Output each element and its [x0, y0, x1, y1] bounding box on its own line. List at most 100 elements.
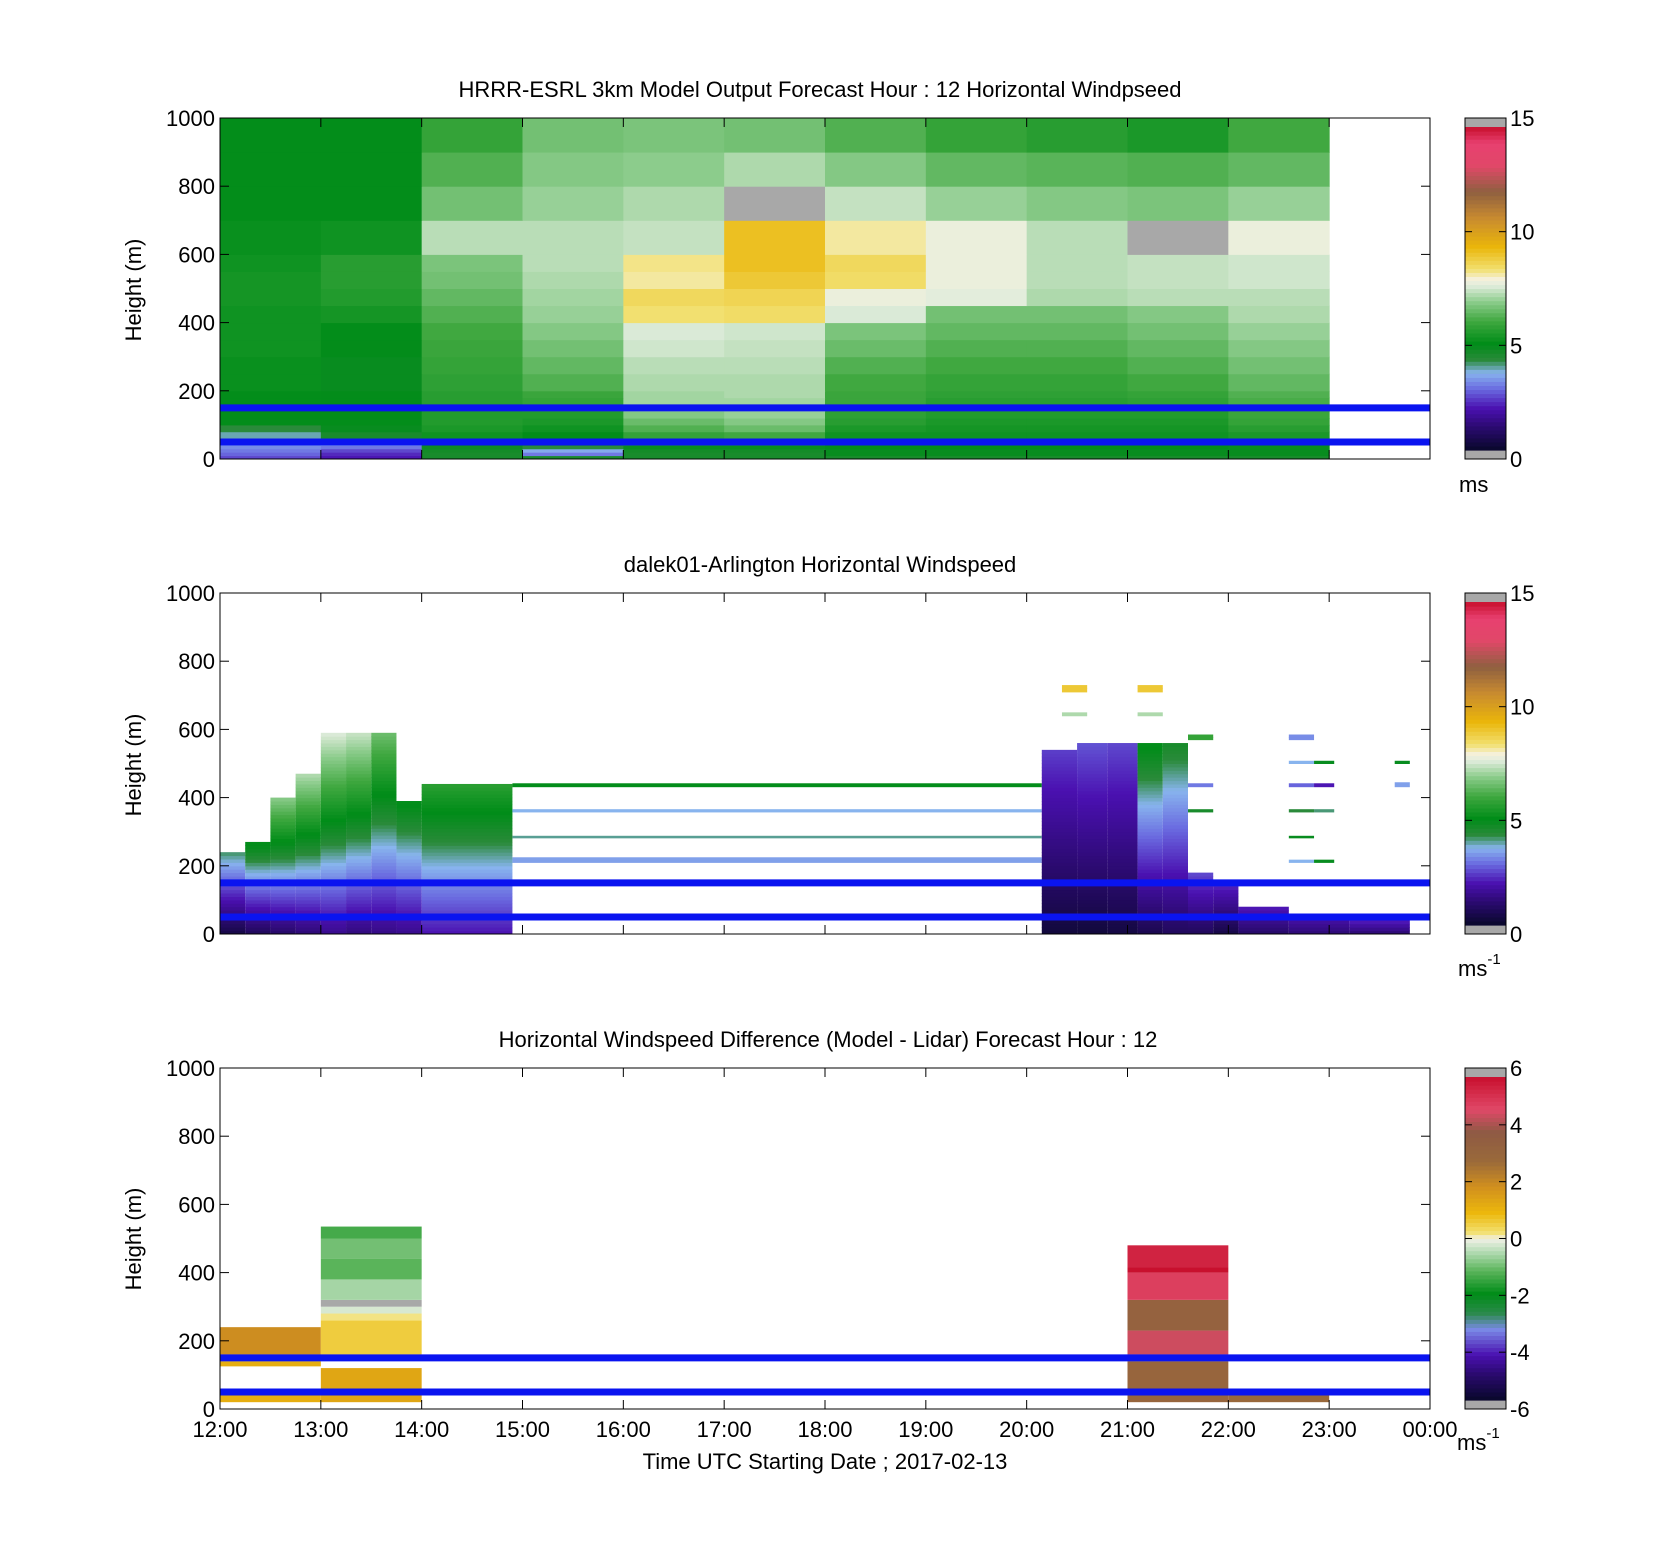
observation-cell — [1288, 923, 1350, 928]
colorbar-segment — [1465, 219, 1506, 225]
heatmap-cell — [825, 411, 927, 419]
observation-cell — [421, 831, 513, 836]
heatmap-cell — [825, 356, 927, 375]
observation-cell — [346, 903, 372, 908]
observation-cell — [295, 807, 321, 812]
observation-cell — [1077, 858, 1108, 863]
heatmap-cell — [925, 397, 1028, 405]
difference-cell — [320, 1299, 422, 1307]
colorbar-segment — [1465, 1355, 1506, 1361]
colorbar-segment — [1465, 187, 1506, 193]
observation-cell — [396, 899, 422, 904]
heatmap-cell — [724, 322, 826, 341]
observation-cell — [371, 736, 397, 741]
x-tick-label: 20:00 — [999, 1417, 1054, 1442]
heatmap-cell — [320, 424, 423, 433]
heatmap-cell — [724, 254, 826, 272]
observation-cell — [1107, 763, 1138, 768]
x-tick-label: 17:00 — [697, 1417, 752, 1442]
observation-cell — [396, 923, 422, 928]
observation-cell — [295, 783, 321, 788]
observation-cell — [346, 790, 372, 795]
observation-cell — [1077, 869, 1108, 874]
colorbar-segment — [1465, 373, 1506, 378]
observation-cell — [1107, 804, 1138, 809]
observation-cell — [371, 818, 397, 822]
colorbar-segment — [1465, 445, 1506, 451]
colorbar-segment — [1465, 864, 1506, 870]
colorbar-segment — [1465, 284, 1506, 290]
observation-cell — [1077, 838, 1108, 843]
observation-cell — [295, 858, 321, 863]
observation-cell — [1162, 801, 1188, 805]
colorbar-segment — [1465, 1363, 1506, 1369]
y-tick-label: 400 — [178, 311, 215, 336]
y-tick-label: 0 — [203, 922, 215, 947]
observation-cell — [1188, 809, 1214, 813]
observation-cell — [1213, 903, 1239, 908]
colorbar-segment — [1465, 743, 1506, 748]
heatmap-cell — [220, 373, 322, 392]
heatmap-cell — [320, 452, 423, 457]
observation-cell — [320, 801, 347, 805]
colorbar-segment — [1465, 365, 1506, 370]
observation-cell — [320, 783, 347, 788]
observation-cell — [1107, 855, 1138, 860]
colorbar-segment — [1465, 807, 1506, 813]
observation-cell — [396, 930, 422, 935]
colorbar-segment — [1465, 244, 1506, 249]
observation-cell — [220, 893, 246, 897]
observation-cell — [220, 903, 246, 908]
observation-cell — [371, 858, 397, 863]
observation-cell — [371, 845, 397, 850]
heatmap-cell — [825, 452, 927, 457]
heatmap-cell — [220, 390, 322, 399]
heatmap-cell — [1026, 339, 1128, 358]
observation-cell — [371, 743, 397, 747]
observation-cell — [1137, 896, 1163, 901]
colorbar-segment — [1465, 1274, 1506, 1280]
heatmap-cell — [623, 288, 725, 307]
observation-cell — [1288, 920, 1350, 925]
observation-cell — [1041, 770, 1078, 775]
colorbar-segment — [1465, 312, 1506, 318]
heatmap-cell — [421, 305, 523, 324]
colorbar-segment — [1465, 1331, 1506, 1336]
observation-cell — [270, 872, 296, 877]
observation-cell — [346, 865, 372, 870]
colorbar-segment — [1465, 433, 1506, 439]
heatmap-cell — [421, 411, 523, 419]
heatmap-cell — [825, 418, 927, 426]
observation-cell — [320, 787, 347, 792]
observation-cell — [346, 855, 372, 860]
model-colorbar-unit: ms — [1459, 472, 1488, 497]
observation-cell — [1137, 804, 1163, 809]
colorbar-segment — [1465, 385, 1506, 391]
observation-cell — [1314, 783, 1335, 788]
observation-cell — [421, 797, 513, 802]
observation-cell — [1162, 835, 1188, 840]
heatmap-cell — [220, 339, 322, 358]
observation-cell — [371, 899, 397, 904]
observation-cell — [421, 790, 513, 795]
observation-cell — [346, 906, 372, 911]
observation-cell — [320, 821, 347, 826]
observation-cell — [1077, 831, 1108, 836]
observation-cell — [1107, 746, 1138, 751]
observation-cell — [220, 899, 246, 904]
colorbar-segment — [1465, 1186, 1506, 1191]
heatmap-cell — [1228, 322, 1330, 341]
heatmap-cell — [825, 390, 927, 399]
observation-cell — [1238, 920, 1289, 925]
observation-cell — [1162, 920, 1188, 925]
observation-cell — [1162, 777, 1188, 782]
observation-cell — [1041, 814, 1078, 819]
heatmap-cell — [1127, 424, 1229, 433]
colorbar-segment — [1465, 304, 1506, 310]
observation-cell — [1162, 910, 1188, 915]
observation-cell — [1077, 903, 1108, 908]
observation-cell — [346, 818, 372, 822]
heatmap-cell — [522, 186, 624, 221]
observation-cell — [245, 855, 271, 860]
heatmap-cell — [1127, 445, 1229, 450]
